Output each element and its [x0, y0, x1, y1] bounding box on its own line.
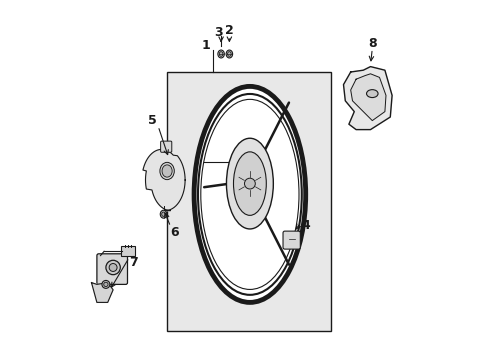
Ellipse shape: [106, 260, 120, 275]
Ellipse shape: [227, 52, 231, 57]
Ellipse shape: [102, 280, 110, 288]
Bar: [167, 72, 330, 331]
Ellipse shape: [109, 264, 117, 271]
Ellipse shape: [244, 178, 255, 189]
Ellipse shape: [219, 52, 223, 57]
Text: 4: 4: [301, 219, 309, 231]
Text: 6: 6: [170, 226, 178, 239]
Polygon shape: [142, 149, 185, 211]
Ellipse shape: [226, 138, 273, 229]
Ellipse shape: [162, 165, 172, 177]
Ellipse shape: [160, 210, 166, 218]
Ellipse shape: [233, 152, 266, 215]
FancyBboxPatch shape: [160, 141, 171, 152]
Ellipse shape: [201, 99, 298, 289]
Text: 1: 1: [201, 39, 210, 51]
Ellipse shape: [198, 94, 301, 295]
Polygon shape: [91, 283, 113, 302]
Polygon shape: [343, 67, 391, 130]
Polygon shape: [350, 74, 385, 121]
FancyBboxPatch shape: [97, 254, 127, 284]
Ellipse shape: [366, 90, 377, 98]
FancyBboxPatch shape: [121, 246, 135, 256]
Text: 8: 8: [367, 37, 376, 50]
Ellipse shape: [160, 162, 174, 180]
Ellipse shape: [194, 86, 305, 302]
Text: 7: 7: [129, 256, 138, 269]
Text: 3: 3: [214, 26, 223, 39]
Text: 5: 5: [148, 114, 157, 127]
Text: 2: 2: [224, 24, 233, 37]
Ellipse shape: [225, 50, 232, 58]
Ellipse shape: [103, 282, 108, 287]
FancyBboxPatch shape: [283, 231, 300, 249]
Ellipse shape: [162, 212, 165, 216]
Ellipse shape: [218, 50, 224, 58]
